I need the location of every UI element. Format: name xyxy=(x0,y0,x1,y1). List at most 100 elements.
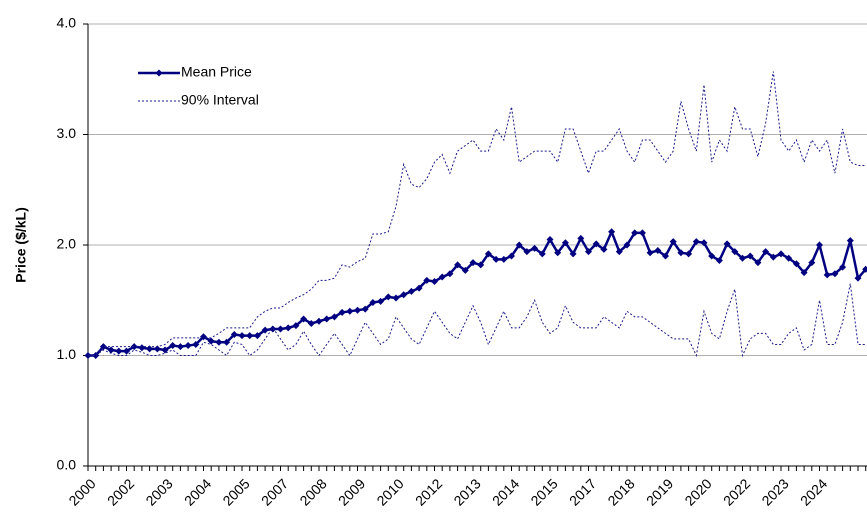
marker xyxy=(500,255,508,263)
marker xyxy=(669,238,677,246)
marker xyxy=(300,315,308,323)
marker xyxy=(769,253,777,261)
x-tick-label: 2009 xyxy=(335,475,368,508)
marker xyxy=(739,254,746,262)
marker xyxy=(123,347,130,355)
marker xyxy=(384,293,392,301)
x-tick-label: 2023 xyxy=(758,475,791,508)
marker xyxy=(492,255,500,263)
marker xyxy=(816,241,823,249)
legend-label: 90% Interval xyxy=(181,92,259,108)
marker xyxy=(354,306,361,314)
marker xyxy=(338,308,346,316)
marker xyxy=(469,259,477,267)
y-tick-label: 3.0 xyxy=(57,125,77,141)
marker xyxy=(715,256,723,264)
x-tick-label: 2014 xyxy=(489,475,522,508)
marker xyxy=(662,252,669,260)
marker xyxy=(138,344,146,352)
marker xyxy=(685,250,693,258)
x-tick-label: 2005 xyxy=(219,475,252,508)
x-tick-label: 2022 xyxy=(720,475,753,508)
marker xyxy=(800,269,808,277)
marker xyxy=(261,326,269,334)
marker xyxy=(146,345,154,353)
marker xyxy=(523,248,531,256)
x-tick-label: 2000 xyxy=(65,475,98,508)
marker xyxy=(638,229,646,237)
marker xyxy=(377,297,385,305)
y-axis-title: Price ($/kL) xyxy=(13,207,29,282)
marker xyxy=(215,338,223,346)
marker xyxy=(823,271,831,279)
marker xyxy=(307,319,315,327)
marker xyxy=(600,245,608,253)
marker xyxy=(561,239,569,247)
marker xyxy=(200,333,207,341)
marker xyxy=(592,240,600,248)
marker xyxy=(407,287,415,295)
marker xyxy=(115,347,123,355)
marker xyxy=(700,239,708,247)
marker xyxy=(223,338,231,346)
marker xyxy=(785,254,793,262)
marker xyxy=(631,229,639,237)
marker xyxy=(777,250,785,258)
marker xyxy=(107,346,115,354)
x-tick-label: 2002 xyxy=(104,475,137,508)
marker xyxy=(361,305,369,313)
marker xyxy=(330,313,338,321)
marker xyxy=(169,342,177,350)
marker xyxy=(831,270,839,278)
marker xyxy=(792,260,800,268)
marker xyxy=(762,248,770,256)
marker xyxy=(431,277,438,285)
marker xyxy=(808,259,816,267)
marker xyxy=(608,228,616,236)
marker xyxy=(246,332,254,340)
marker xyxy=(323,315,331,323)
marker xyxy=(746,252,754,260)
marker xyxy=(454,261,462,269)
marker xyxy=(130,343,138,351)
marker xyxy=(623,241,631,249)
x-tick-label: 2003 xyxy=(142,475,175,508)
marker xyxy=(346,307,354,315)
marker xyxy=(153,345,161,353)
marker xyxy=(846,237,854,245)
marker xyxy=(538,250,546,258)
y-tick-label: 1.0 xyxy=(57,346,77,362)
marker xyxy=(646,249,654,257)
marker xyxy=(731,248,739,256)
marker xyxy=(315,317,323,325)
marker xyxy=(754,259,762,267)
marker xyxy=(708,252,716,260)
series-line xyxy=(88,71,866,356)
marker xyxy=(569,250,577,258)
marker xyxy=(446,270,454,278)
marker xyxy=(92,352,100,359)
x-tick-label: 2019 xyxy=(643,475,676,508)
marker xyxy=(585,248,592,256)
marker xyxy=(369,298,377,306)
marker xyxy=(415,284,423,292)
marker xyxy=(230,331,238,339)
marker xyxy=(677,249,685,257)
marker xyxy=(477,261,485,269)
marker xyxy=(577,234,585,242)
legend-label: Mean Price xyxy=(181,64,252,80)
marker xyxy=(854,274,862,282)
x-tick-label: 2010 xyxy=(373,475,406,508)
marker xyxy=(400,291,408,299)
marker xyxy=(238,332,246,340)
x-tick-label: 2024 xyxy=(797,475,830,508)
y-tick-label: 2.0 xyxy=(57,236,77,252)
marker xyxy=(484,250,492,258)
marker xyxy=(269,325,277,333)
marker xyxy=(253,332,261,340)
x-tick-label: 2004 xyxy=(181,475,214,508)
marker xyxy=(862,265,867,273)
x-tick-label: 2008 xyxy=(296,475,329,508)
marker xyxy=(277,325,284,333)
